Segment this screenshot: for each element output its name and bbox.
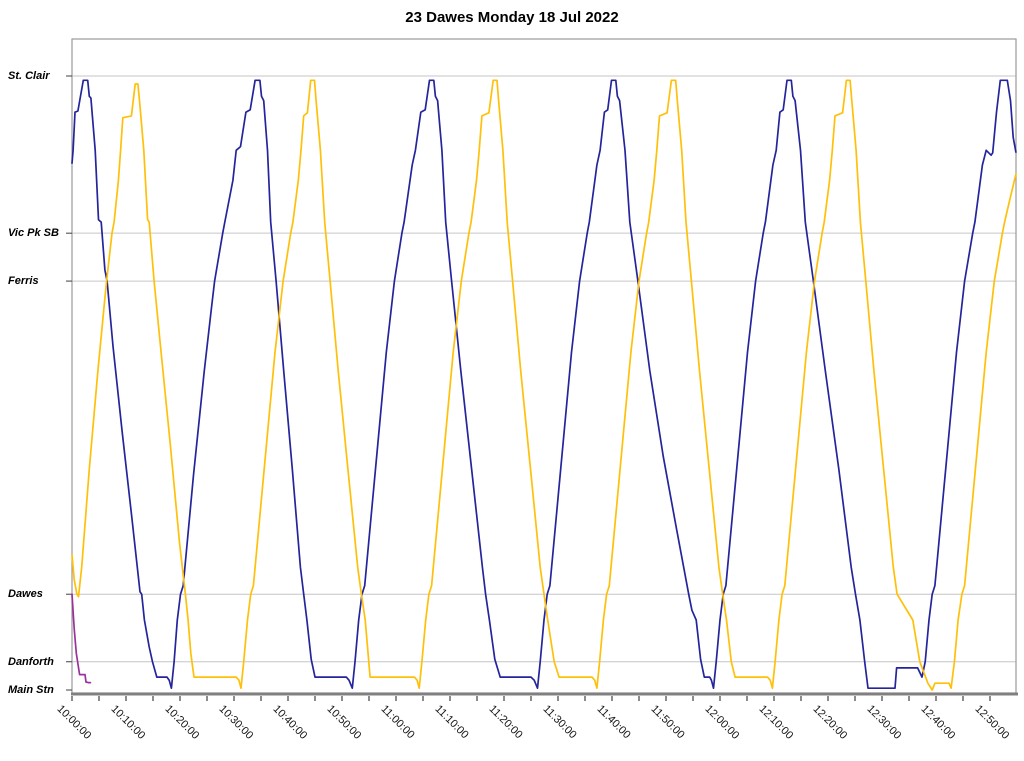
station-label-ferris: Ferris [8, 275, 39, 288]
station-label-vic-pk-sb: Vic Pk SB [8, 227, 59, 240]
station-label-danforth: Danforth [8, 655, 54, 668]
chart-title: 23 Dawes Monday 18 Jul 2022 [405, 9, 619, 26]
station-label-main-stn: Main Stn [8, 684, 54, 696]
station-label-dawes: Dawes [8, 588, 43, 601]
series-purple-line [71, 593, 92, 684]
series-gold-line [71, 79, 1017, 691]
station-label-st-clair: St. Clair [8, 70, 50, 82]
series-navy-line [71, 79, 1017, 690]
